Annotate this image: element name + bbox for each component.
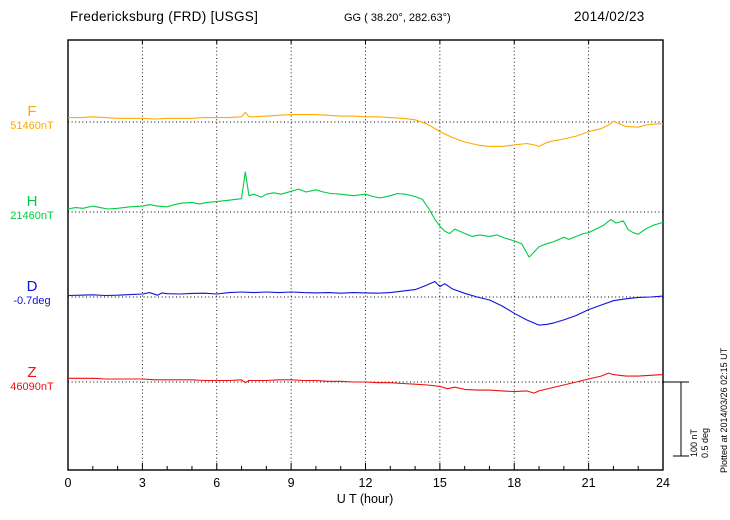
channel-baseline-D: -0.7deg: [13, 295, 51, 307]
plot-date: 2014/02/23: [574, 9, 645, 24]
x-tick-label: 0: [64, 476, 72, 490]
trace-D: [67, 280, 664, 326]
scale-bar-deg-label: 0.5 deg: [700, 427, 710, 458]
x-tick-label: 9: [287, 476, 295, 490]
x-tick-label: 24: [656, 476, 670, 490]
channel-letter-H: H: [26, 193, 38, 210]
x-tick-label: 12: [358, 476, 373, 490]
station-title: Fredericksburg (FRD) [USGS]: [70, 9, 259, 24]
scale-bar-nt-label: 100 nT: [689, 428, 699, 457]
channel-baseline-Z: 46090nT: [10, 381, 54, 393]
plotted-at-note: Plotted at 2014/03/26 02:15 UT: [719, 347, 729, 473]
x-axis-title: U T (hour): [336, 492, 394, 506]
channel-letter-F: F: [27, 103, 37, 120]
channel-label-H: H 21460nT: [0, 193, 64, 223]
channel-label-D: D -0.7deg: [0, 278, 64, 308]
channel-letter-D: D: [26, 278, 38, 295]
channel-baseline-F: 51460nT: [10, 120, 54, 132]
channel-label-F: F 51460nT: [0, 103, 64, 133]
trace-F: [68, 111, 664, 147]
plot-border: [67, 39, 664, 471]
x-tick-label: 3: [138, 476, 146, 490]
x-tick-label: 21: [581, 476, 596, 490]
x-tick-label: 15: [432, 476, 447, 490]
geographic-coordinates: GG ( 38.20°, 282.63°): [344, 12, 451, 24]
channel-letter-Z: Z: [27, 364, 37, 381]
trace-H: [67, 171, 664, 258]
x-tick-label: 18: [507, 476, 522, 490]
trace-Z: [68, 372, 664, 394]
x-tick-label: 6: [213, 476, 221, 490]
channel-label-Z: Z 46090nT: [0, 364, 64, 394]
channel-baseline-H: 21460nT: [10, 210, 54, 222]
